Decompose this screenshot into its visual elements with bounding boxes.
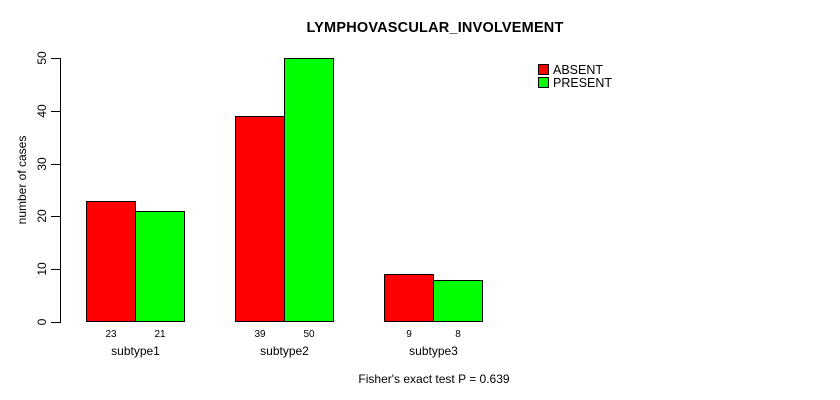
y-tick-label: 30	[35, 156, 49, 171]
y-tick-label: 40	[35, 104, 49, 118]
y-tick-label: 50	[35, 51, 49, 65]
bar-present-subtype3	[433, 279, 483, 322]
y-tick-mark	[51, 322, 60, 323]
legend-label-present: PRESENT	[553, 76, 613, 90]
bar-present-subtype1	[135, 211, 185, 322]
bar-absent-subtype2	[235, 116, 285, 322]
category-label-subtype2: subtype2	[260, 344, 309, 358]
bar-absent-subtype3	[384, 274, 434, 322]
bar-value-label: 21	[154, 329, 166, 340]
y-tick-label: 10	[35, 262, 49, 276]
category-label-subtype1: subtype1	[111, 344, 160, 358]
bar-value-label: 39	[254, 329, 266, 340]
legend-swatch-absent	[538, 64, 549, 75]
legend-swatch-present	[538, 77, 549, 88]
bar-value-label: 9	[406, 329, 412, 340]
annotation-text: Fisher's exact test P = 0.639	[358, 372, 510, 386]
chart-title: LYMPHOVASCULAR_INVOLVEMENT	[306, 20, 564, 36]
bar-value-label: 50	[303, 329, 315, 340]
bar-present-subtype2	[284, 58, 334, 322]
y-tick-label: 20	[35, 209, 49, 224]
legend-label-absent: ABSENT	[553, 63, 604, 77]
bar-value-label: 23	[105, 329, 117, 340]
y-axis-label: number of cases	[15, 135, 29, 225]
category-label-subtype3: subtype3	[409, 344, 458, 358]
y-tick-mark	[51, 269, 60, 271]
y-tick-label: 0	[35, 318, 49, 326]
legend-row-present: PRESENT	[538, 76, 698, 90]
y-tick-mark	[51, 110, 60, 112]
bar-value-label: 8	[455, 329, 461, 340]
legend-row-absent: ABSENT	[538, 63, 698, 77]
y-tick-mark	[51, 163, 60, 165]
y-axis-line	[60, 58, 61, 323]
y-tick-mark	[51, 58, 60, 59]
bar-absent-subtype1	[86, 200, 136, 322]
y-tick-mark	[51, 216, 60, 218]
